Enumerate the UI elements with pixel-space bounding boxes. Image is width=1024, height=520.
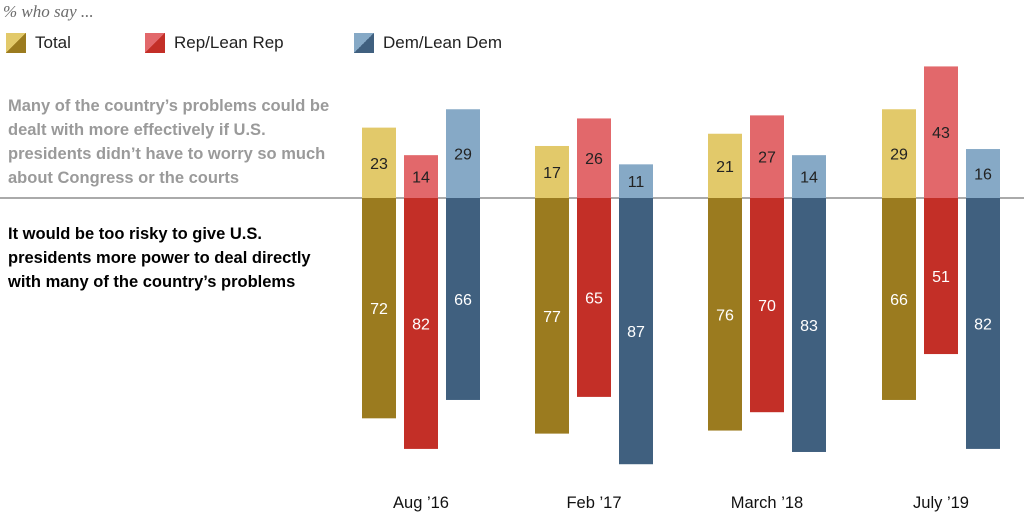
legend-item-total: Total — [6, 33, 71, 53]
legend-swatch-dem — [354, 33, 374, 53]
data-label-total-top-1: 17 — [543, 165, 561, 182]
bar-rep-top-3 — [924, 66, 958, 198]
data-label-dem-bottom-3: 82 — [974, 316, 992, 333]
legend-swatch-total — [6, 33, 26, 53]
response-label-too-risky: It would be too risky to give U.S. presi… — [8, 225, 311, 291]
bar-rep-bottom-0 — [404, 198, 438, 449]
bar-dem-top-2 — [792, 155, 826, 198]
bar-rep-bottom-1 — [577, 198, 611, 397]
data-label-rep-bottom-0: 82 — [412, 316, 430, 333]
data-label-total-top-3: 29 — [890, 147, 908, 164]
data-label-total-top-2: 21 — [716, 159, 734, 176]
data-label-rep-top-1: 26 — [585, 151, 603, 168]
category-label-2: March ’18 — [731, 494, 803, 512]
legend-item-dem: Dem/Lean Dem — [354, 33, 502, 53]
bar-rep-top-1 — [577, 118, 611, 198]
legend-item-rep: Rep/Lean Rep — [145, 33, 284, 53]
data-label-total-bottom-3: 66 — [890, 292, 908, 309]
data-label-rep-top-3: 43 — [932, 125, 950, 142]
bar-dem-bottom-0 — [446, 198, 480, 400]
bar-total-bottom-0 — [362, 198, 396, 419]
legend-label-dem: Dem/Lean Dem — [383, 33, 503, 52]
data-label-dem-top-2: 14 — [800, 170, 818, 187]
category-label-3: July ’19 — [913, 494, 969, 512]
data-label-dem-bottom-1: 87 — [627, 324, 645, 341]
data-label-rep-top-2: 27 — [758, 150, 776, 167]
data-label-rep-bottom-1: 65 — [585, 290, 603, 307]
bar-rep-bottom-2 — [750, 198, 784, 413]
bar-rep-top-0 — [404, 155, 438, 198]
legend-label-rep: Rep/Lean Rep — [174, 33, 284, 52]
bar-dem-bottom-3 — [966, 198, 1000, 449]
bar-total-bottom-2 — [708, 198, 742, 431]
data-label-dem-top-3: 16 — [974, 167, 992, 184]
response-label-more-effective: Many of the country’s problems could be … — [8, 97, 330, 187]
bar-dem-bottom-1 — [619, 198, 653, 465]
data-label-total-bottom-2: 76 — [716, 307, 734, 324]
bar-total-top-0 — [362, 127, 396, 198]
category-label-1: Feb ’17 — [566, 494, 621, 512]
bar-dem-top-1 — [619, 164, 653, 198]
bar-dem-bottom-2 — [792, 198, 826, 452]
bar-rep-top-2 — [750, 115, 784, 198]
data-label-dem-bottom-2: 83 — [800, 318, 818, 335]
bar-total-bottom-3 — [882, 198, 916, 400]
data-label-total-bottom-1: 77 — [543, 309, 561, 326]
bar-total-top-2 — [708, 133, 742, 198]
data-label-dem-bottom-0: 66 — [454, 292, 472, 309]
data-label-dem-top-0: 29 — [454, 147, 472, 164]
data-label-rep-bottom-2: 70 — [758, 298, 776, 315]
bar-dem-top-0 — [446, 109, 480, 198]
bar-dem-top-3 — [966, 149, 1000, 198]
bar-total-top-3 — [882, 109, 916, 198]
data-label-dem-top-1: 11 — [628, 174, 645, 191]
data-label-total-bottom-0: 72 — [370, 301, 388, 318]
bar-total-top-1 — [535, 145, 569, 198]
category-label-0: Aug ’16 — [393, 494, 449, 512]
legend-swatch-rep — [145, 33, 165, 53]
legend-label-total: Total — [35, 33, 71, 52]
bar-rep-bottom-3 — [924, 198, 958, 355]
chart-subtitle: % who say ... — [3, 2, 94, 21]
data-label-total-top-0: 23 — [370, 156, 388, 173]
data-label-rep-top-0: 14 — [412, 170, 430, 187]
bar-total-bottom-1 — [535, 198, 569, 434]
data-label-rep-bottom-3: 51 — [932, 269, 950, 286]
